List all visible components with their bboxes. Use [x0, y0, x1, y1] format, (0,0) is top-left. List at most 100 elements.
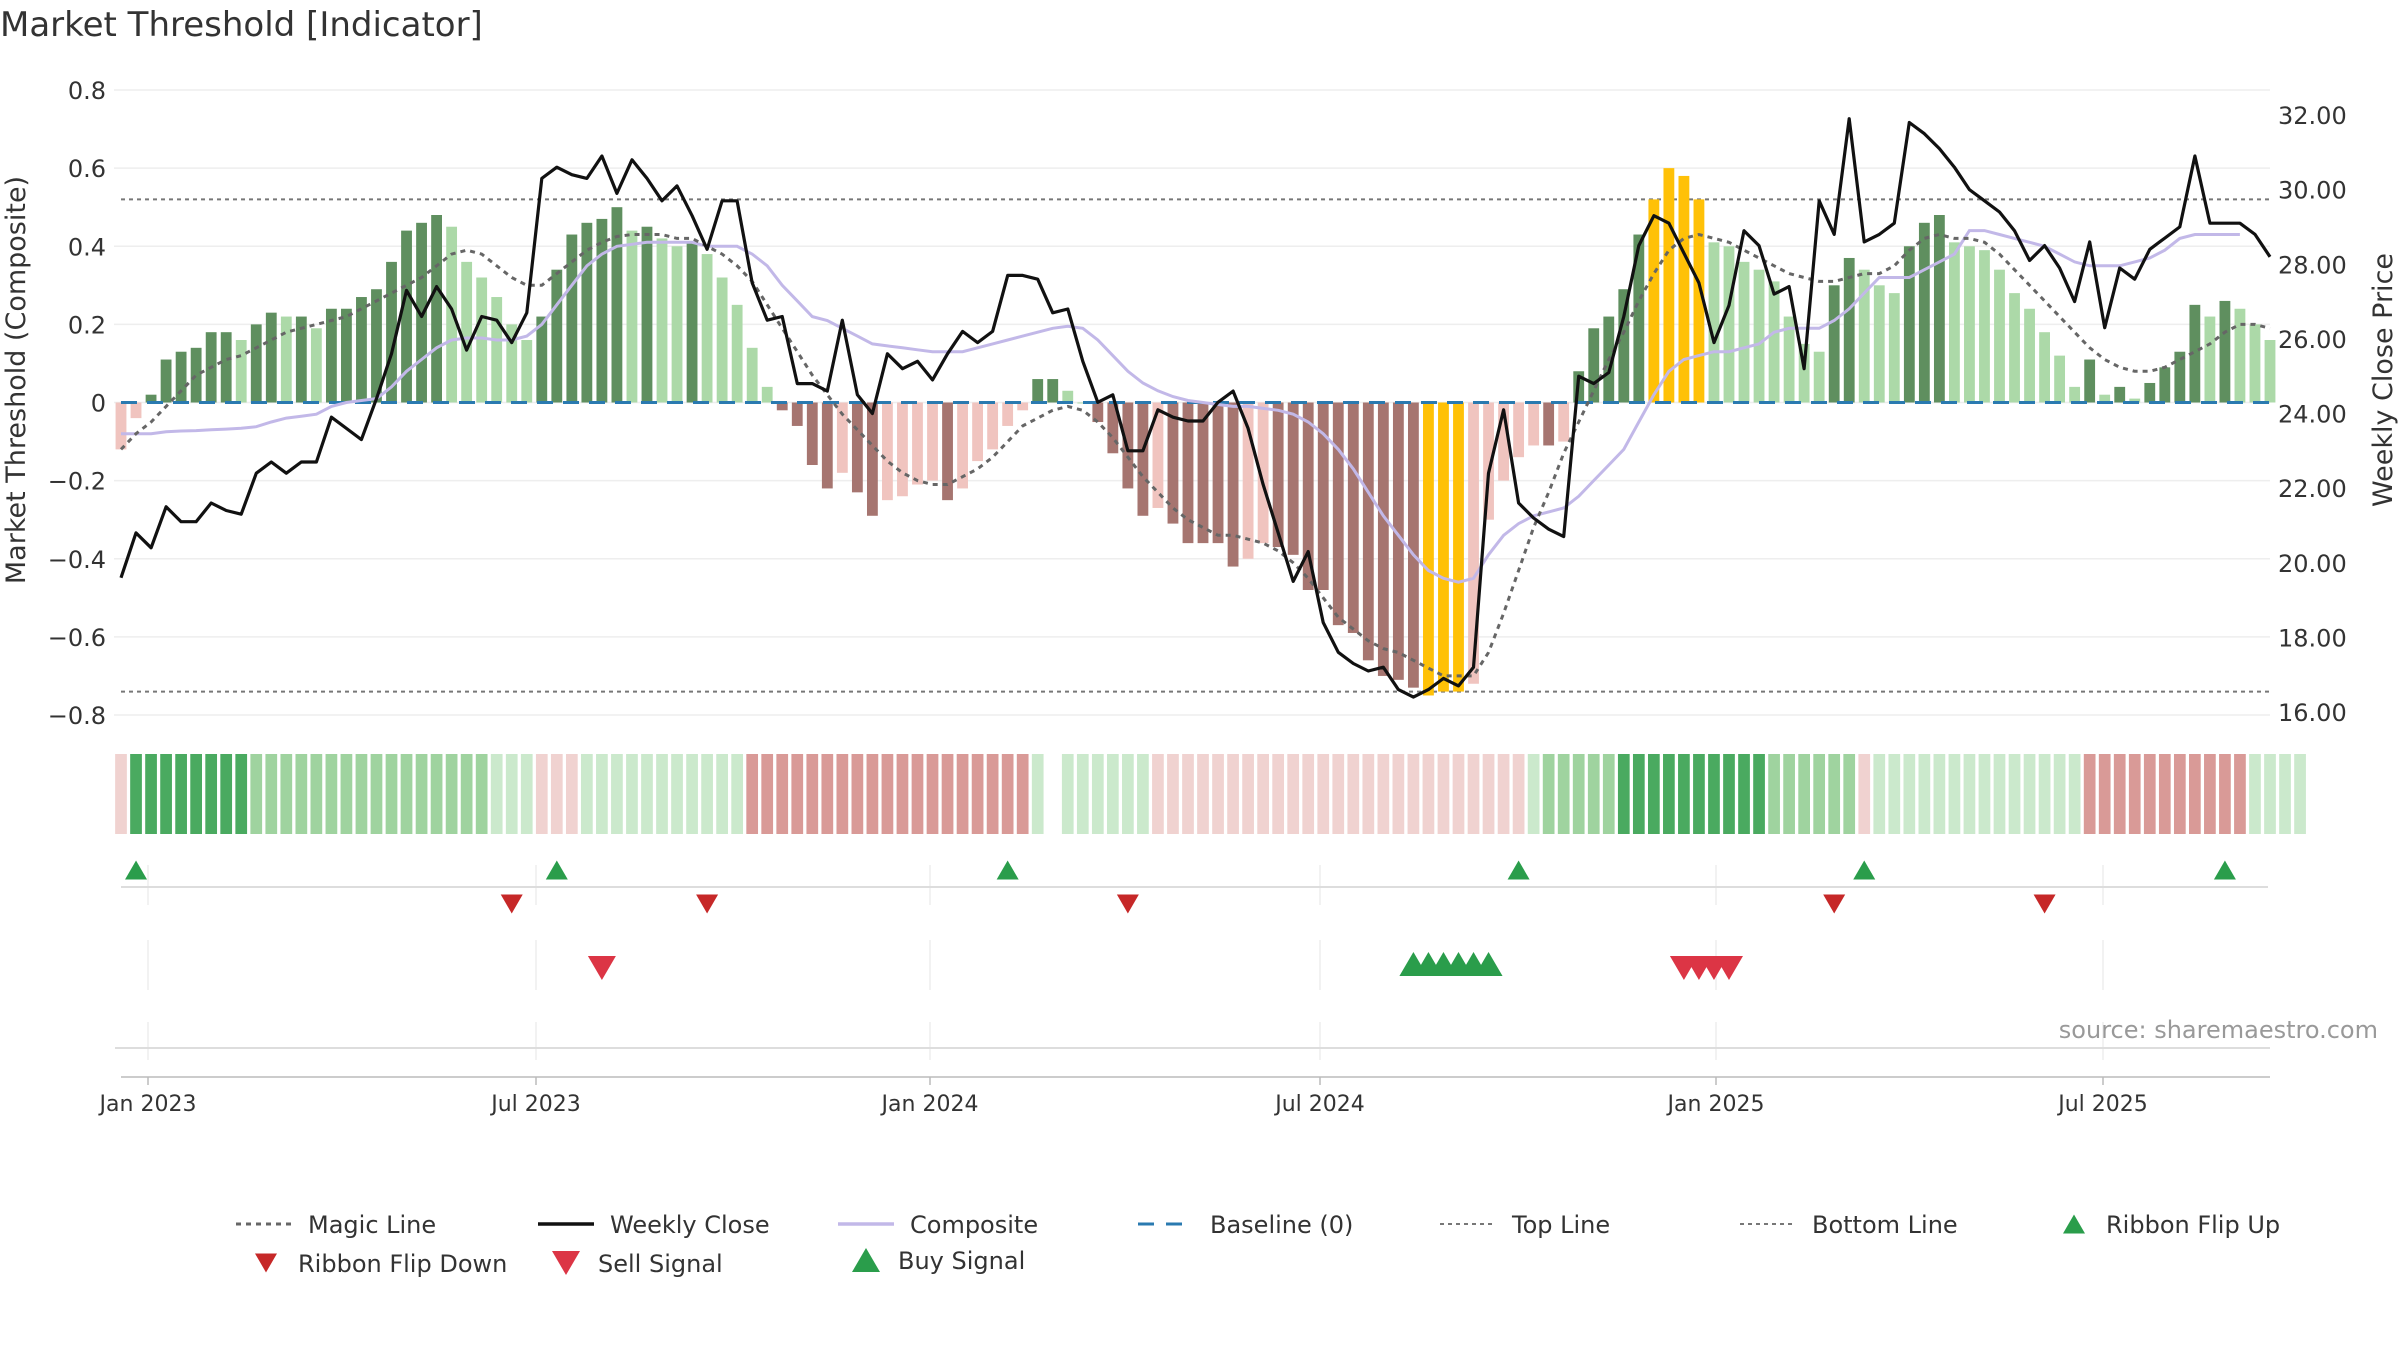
composite-bar: [1753, 269, 1765, 403]
composite-bar: [1212, 402, 1224, 544]
composite-bar: [1633, 234, 1645, 403]
composite-bar: [1137, 402, 1149, 516]
composite-bar: [310, 328, 322, 403]
ribbon-cell: [1482, 754, 1495, 834]
ribbon-cell: [866, 754, 879, 834]
signal-markers: [115, 860, 2270, 1060]
composite-bar: [1092, 402, 1104, 423]
ribbon-cell: [821, 754, 834, 834]
composite-bar: [1994, 269, 2005, 403]
ribbon-cell: [1978, 754, 1991, 834]
y2-tick-label: 22.00: [2278, 475, 2347, 503]
ribbon-cell: [2038, 754, 2051, 834]
ribbon-cell: [145, 754, 157, 834]
ribbon-cell: [926, 754, 939, 834]
ribbon-cell: [1106, 754, 1119, 834]
ribbon-cell: [1317, 754, 1330, 834]
composite-bar: [1888, 293, 1900, 403]
ribbon-cell: [1693, 754, 1705, 834]
ribbon-cell: [986, 754, 999, 834]
y2-tick-label: 30.00: [2278, 177, 2347, 205]
ribbon-cell: [1212, 754, 1224, 834]
composite-bar: [1287, 402, 1299, 555]
legend-label: Ribbon Flip Up: [2106, 1211, 2280, 1239]
y-tick-label: 0.8: [68, 77, 106, 105]
x-tick-label: Jan 2024: [880, 1092, 979, 1117]
composite-bar: [371, 289, 382, 403]
legend: Magic Line Weekly Close Composite Baseline …: [236, 1211, 2280, 1278]
composite-bars: [115, 168, 2276, 696]
ribbon-cell: [1948, 754, 1961, 834]
ribbon-cell: [1587, 754, 1600, 834]
ribbon-strip: [115, 754, 2306, 834]
ribbon-cell: [956, 754, 969, 834]
ribbon-cell: [596, 754, 608, 834]
composite-bar: [656, 238, 668, 403]
ribbon-cell: [340, 754, 353, 834]
ribbon-flip-up-marker: [996, 860, 1019, 880]
composite-bar: [2039, 332, 2050, 403]
composite-bar: [235, 340, 247, 403]
composite-bar: [746, 347, 758, 403]
composite-bar: [1678, 175, 1690, 403]
composite-bar: [2144, 382, 2156, 403]
legend-marker: [255, 1253, 277, 1273]
composite-bar: [265, 312, 277, 403]
composite-bar: [2234, 308, 2246, 403]
composite-bar: [1798, 343, 1810, 403]
ribbon-cell: [2083, 754, 2096, 834]
ribbon-cell: [265, 754, 278, 834]
ribbon-flip-down-marker: [696, 894, 719, 914]
composite-bar: [686, 242, 698, 403]
ribbon-cell: [1001, 754, 1014, 834]
y-axis-right: 32.00 30.00 28.00 26.00 24.00 22.00 20.00 18.00…: [2278, 102, 2347, 727]
composite-bar: [2129, 398, 2141, 403]
ribbon-cell: [565, 754, 578, 834]
x-tick-label: Jul 2025: [2056, 1092, 2148, 1117]
composite-bar: [280, 316, 292, 403]
ribbon-flip-up-marker: [1853, 860, 1876, 880]
composite-bar: [1858, 269, 1870, 403]
ribbon-cell: [1332, 754, 1345, 834]
weekly-close-line: [119, 117, 2272, 699]
ribbon-cell: [701, 754, 713, 834]
x-axis: Jan 2023 Jul 2023 Jan 2024 Jul 2024 Jan 2025…: [98, 1076, 2270, 1117]
composite-bar: [2189, 304, 2201, 403]
composite-bar: [160, 359, 172, 403]
y-tick-label: −0.8: [48, 702, 106, 730]
legend-label: Ribbon Flip Down: [298, 1250, 507, 1278]
ribbon-cell: [1272, 754, 1285, 834]
composite-bar: [1663, 168, 1675, 403]
ribbon-cell: [1076, 754, 1089, 834]
ribbon-cell: [2143, 754, 2156, 834]
ribbon-cell: [1542, 754, 1555, 834]
ribbon-cell: [1302, 754, 1315, 834]
ribbon-cell: [280, 754, 293, 834]
ribbon-cell: [776, 754, 789, 834]
composite-bar: [1302, 402, 1314, 590]
legend-marker: [852, 1247, 880, 1273]
ribbon-cell: [295, 754, 308, 834]
ribbon-cell: [1993, 754, 2006, 834]
legend-label: Magic Line: [308, 1211, 436, 1239]
ribbon-cell: [1753, 754, 1765, 834]
composite-bar: [2009, 293, 2020, 403]
ribbon-cell: [385, 754, 398, 834]
composite-bar: [1543, 402, 1555, 446]
series-lines: [119, 117, 2272, 699]
ribbon-cell: [1031, 754, 1044, 834]
composite-bar: [1107, 402, 1119, 454]
ribbon-cell: [1512, 754, 1525, 834]
sell-signal-marker: [1714, 955, 1743, 981]
y2-tick-label: 18.00: [2278, 624, 2347, 652]
composite-bar: [1468, 402, 1479, 684]
ribbon-cell: [1362, 754, 1375, 834]
ribbon-cell: [460, 754, 473, 834]
composite-bar: [1708, 242, 1720, 403]
y2-tick-label: 26.00: [2278, 326, 2347, 354]
composite-bar: [626, 230, 638, 403]
ribbon-cell: [370, 754, 383, 834]
ribbon-cell: [1557, 754, 1570, 834]
composite-bar: [596, 218, 608, 403]
composite-bar: [341, 308, 352, 403]
